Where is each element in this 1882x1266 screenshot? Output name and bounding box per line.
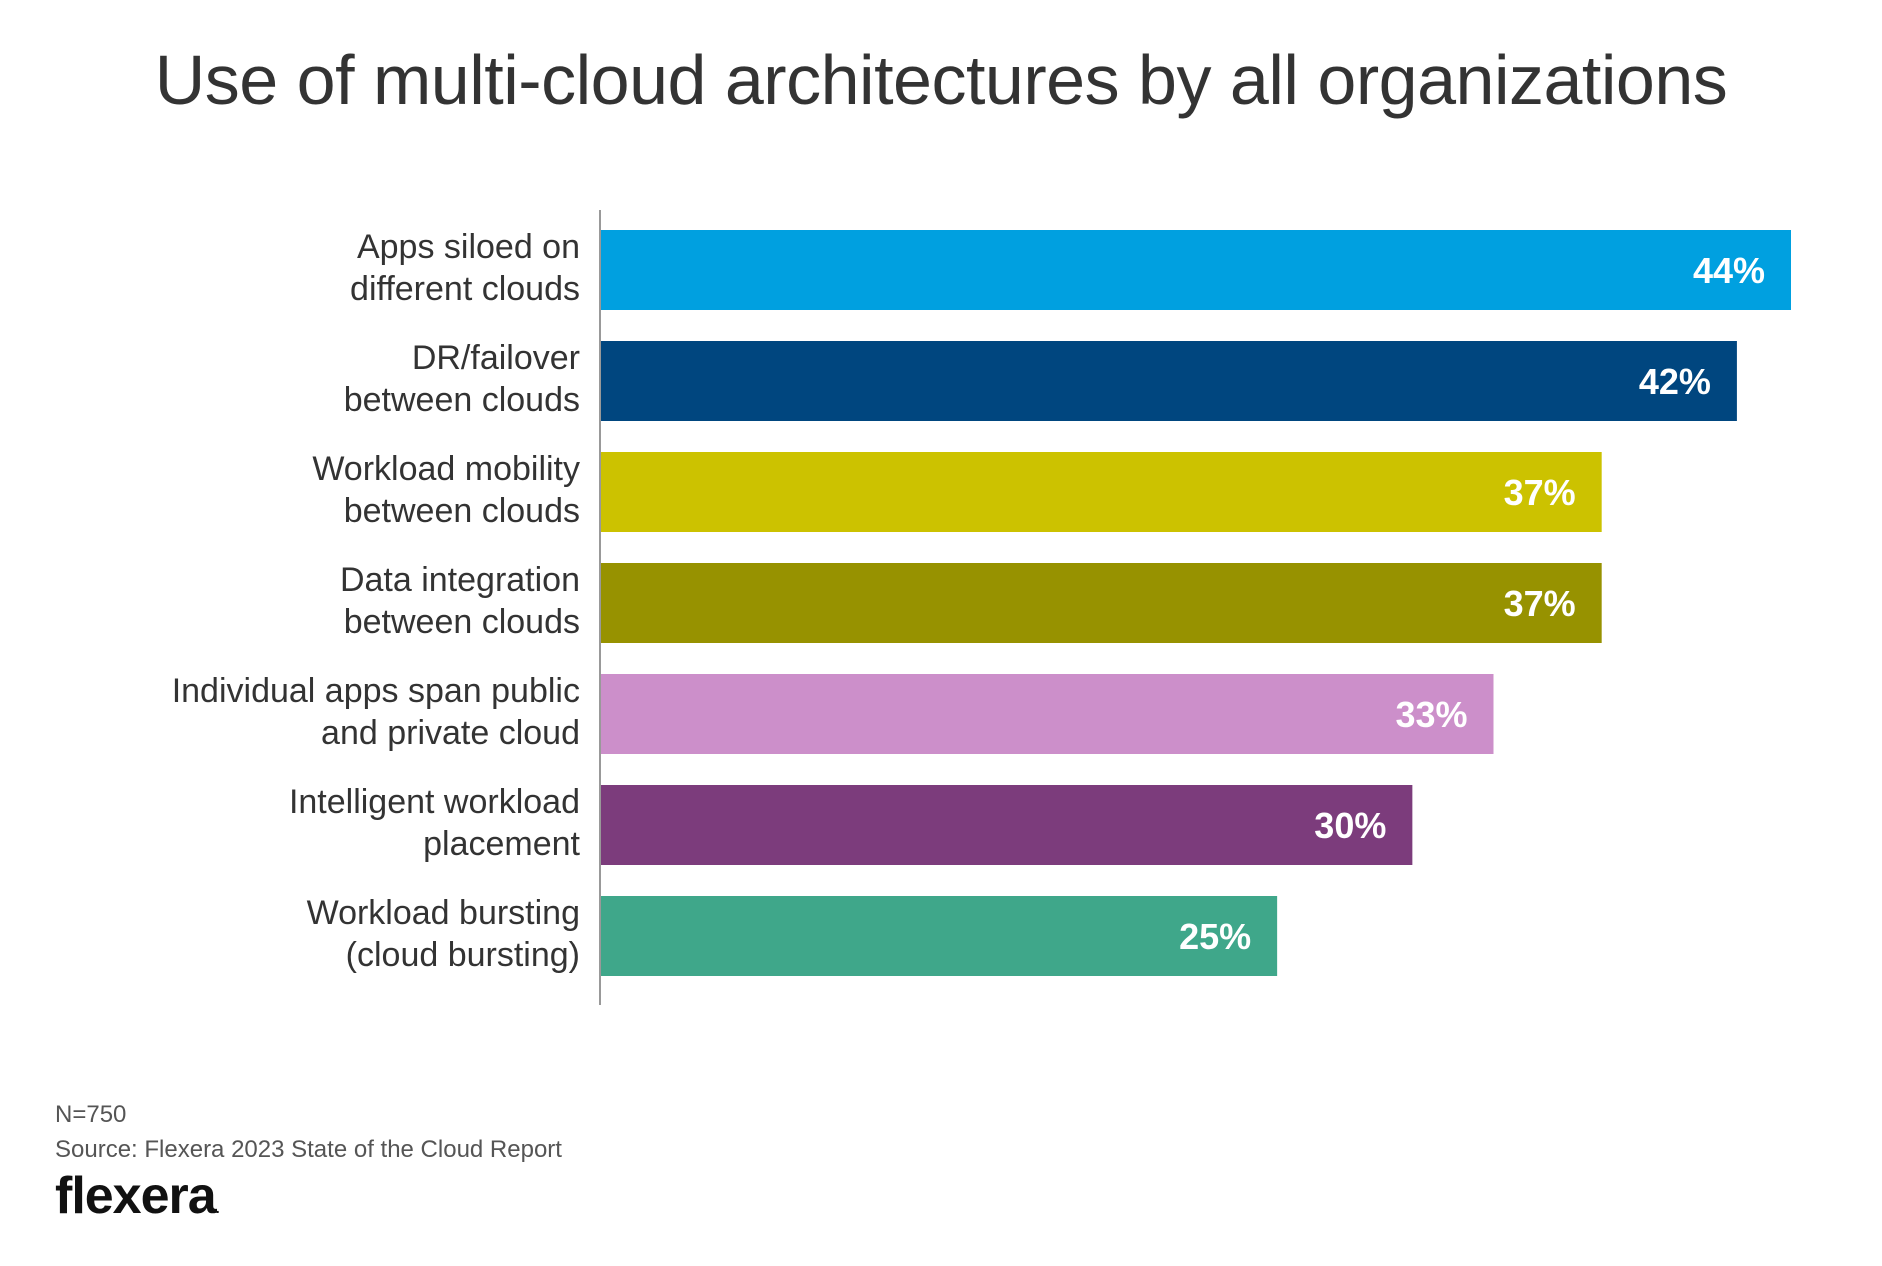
bar-5	[601, 674, 1494, 754]
category-label-line: and private cloud	[321, 714, 580, 752]
chart-title: Use of multi-cloud architectures by all …	[154, 41, 1728, 119]
sample-size-note: N=750	[55, 1101, 127, 1128]
bar-7	[601, 896, 1278, 976]
category-label-line: Apps siloed on	[357, 228, 580, 266]
category-label: Workload bursting (cloud bursting)	[307, 894, 580, 974]
flexera-logo: flexera.	[55, 1167, 220, 1225]
bar-4	[601, 563, 1602, 643]
bar-value-label: 37%	[1504, 583, 1576, 624]
category-label-line: between clouds	[344, 492, 580, 530]
bar-6	[601, 785, 1413, 865]
category-label: DR/failover between clouds	[344, 339, 580, 419]
category-label-line: between clouds	[344, 381, 580, 419]
category-label: Apps siloed on different clouds	[350, 228, 580, 308]
bar-value-label: 44%	[1693, 250, 1765, 291]
bar-value-label: 30%	[1314, 805, 1386, 846]
category-label-line: DR/failover	[412, 339, 580, 377]
category-label: Workload mobility between clouds	[312, 450, 580, 530]
bar-1	[601, 230, 1791, 310]
category-label-line: between clouds	[344, 603, 580, 641]
category-label: Individual apps span public and private c…	[172, 672, 580, 752]
category-label: Data integration between clouds	[340, 561, 580, 641]
bar-2	[601, 341, 1737, 421]
bar-value-label: 33%	[1395, 694, 1467, 735]
category-label-line: Workload bursting	[307, 894, 580, 932]
category-label: Intelligent workload placement	[289, 783, 581, 863]
category-label-line: Data integration	[340, 561, 580, 599]
bar-value-label: 42%	[1639, 361, 1711, 402]
category-label-line: different clouds	[350, 270, 580, 308]
category-label-line: Intelligent workload	[289, 783, 580, 821]
category-label-line: placement	[423, 825, 580, 863]
bar-3	[601, 452, 1602, 532]
source-note: Source: Flexera 2023 State of the Cloud …	[55, 1136, 562, 1163]
bar-value-label: 25%	[1179, 916, 1251, 957]
category-label-line: (cloud bursting)	[346, 936, 580, 974]
category-label-line: Workload mobility	[312, 450, 580, 488]
category-label-line: Individual apps span public	[172, 672, 580, 710]
bar-value-label: 37%	[1504, 472, 1576, 513]
bars-group: 44% Apps siloed on different clouds 42% DR/f…	[172, 228, 1791, 976]
